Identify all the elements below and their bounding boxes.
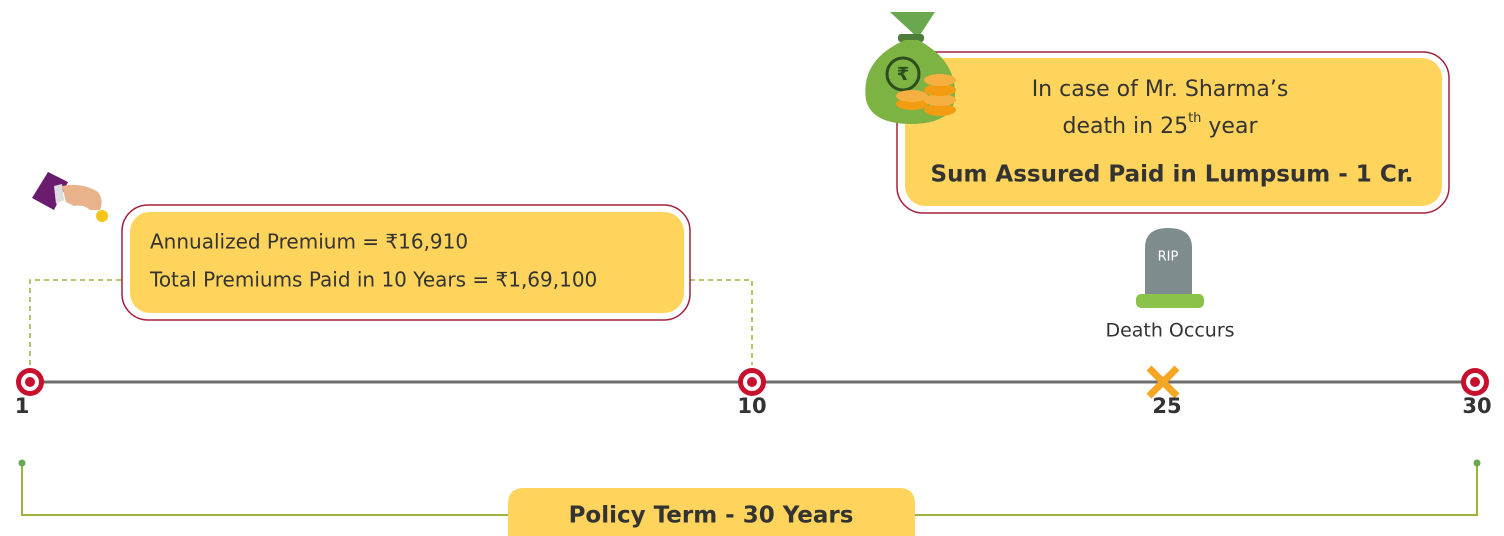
- payout: Sum Assured Paid in Lumpsum - 1 Cr.: [931, 162, 1414, 188]
- premium-line: Annualized Premium = ₹16,910: [150, 230, 468, 254]
- target-dot: [25, 377, 35, 387]
- premium-box: [130, 212, 684, 313]
- hand-icon: [32, 172, 108, 222]
- tomb-text: RIP: [1158, 250, 1179, 265]
- bracket-dot: [19, 460, 26, 467]
- bracket-dot: [1474, 460, 1481, 467]
- infographic: Annualized Premium = ₹16,910 Total Premi…: [0, 0, 1504, 536]
- money-bag-icon: ₹: [865, 12, 956, 124]
- timeline-label: 10: [737, 394, 766, 418]
- superscript: th: [1188, 111, 1201, 126]
- death-line: In case of Mr. Sharma’s: [1032, 77, 1289, 102]
- tombstone-icon: [1136, 228, 1204, 308]
- tomb-caption: Death Occurs: [1105, 320, 1234, 342]
- timeline-label: 30: [1462, 394, 1491, 418]
- target-dot: [747, 377, 757, 387]
- timeline-label: 1: [15, 394, 30, 418]
- svg-text:₹: ₹: [897, 64, 910, 85]
- premium-line: Total Premiums Paid in 10 Years = ₹1,69,…: [149, 268, 597, 292]
- text: year: [1201, 114, 1258, 139]
- timeline-label: 25: [1152, 394, 1181, 418]
- target-dot: [1470, 377, 1480, 387]
- death-line: death in 25th year: [1062, 111, 1258, 140]
- text: death in 25: [1062, 114, 1188, 139]
- policy-term: Policy Term - 30 Years: [569, 503, 854, 529]
